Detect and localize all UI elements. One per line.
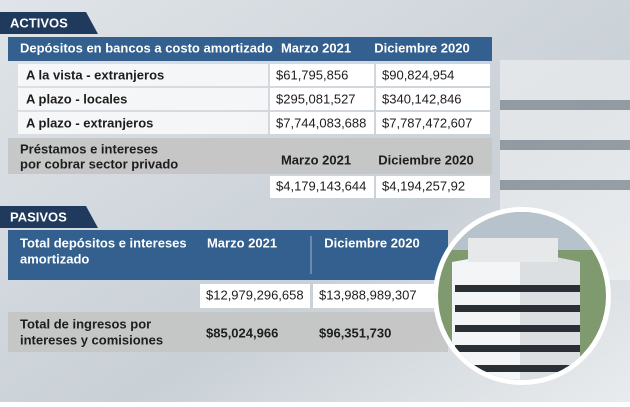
label-cell xyxy=(18,112,268,134)
header-label: Diciembre 2020 xyxy=(324,235,419,250)
value: $12,979,296,658 xyxy=(206,287,304,302)
header-label: Marzo 2021 xyxy=(207,235,277,250)
value-cell xyxy=(270,176,374,198)
value: $7,787,472,607 xyxy=(382,115,472,130)
header-bar xyxy=(8,37,492,61)
value: $4,179,143,644 xyxy=(276,178,366,193)
row-label: Préstamos e intereses xyxy=(20,141,158,156)
header-label: Marzo 2021 xyxy=(281,40,351,55)
header-label: Total depósitos e intereses xyxy=(20,235,187,250)
row-label: intereses y comisiones xyxy=(20,332,163,347)
value-cell xyxy=(270,88,374,110)
value-cell xyxy=(376,88,490,110)
row-label: A la vista - extranjeros xyxy=(26,67,164,82)
gray-block xyxy=(8,312,448,352)
value-cell xyxy=(376,176,490,198)
building-photo xyxy=(433,207,611,385)
section-tab xyxy=(0,12,98,34)
row-label: A plazo - locales xyxy=(26,91,127,106)
value: $7,744,083,688 xyxy=(276,115,366,130)
value-cell xyxy=(376,112,490,134)
value-cell xyxy=(270,64,374,86)
section-title: ACTIVOS xyxy=(10,15,68,30)
header-label: Diciembre 2020 xyxy=(374,40,469,55)
value: $90,824,954 xyxy=(382,67,454,82)
column-header: Marzo 2021 xyxy=(281,152,351,167)
value-cell xyxy=(376,64,490,86)
value: $4,194,257,92 xyxy=(382,178,465,193)
row-label: A plazo - extranjeros xyxy=(26,115,153,130)
value: $85,024,966 xyxy=(206,325,278,340)
value-cell xyxy=(270,112,374,134)
gray-block xyxy=(8,138,492,174)
label-cell xyxy=(18,64,268,86)
column-header: Diciembre 2020 xyxy=(378,152,473,167)
row-label: Total de ingresos por xyxy=(20,316,151,331)
row-label: por cobrar sector privado xyxy=(20,156,178,171)
value-cell xyxy=(313,284,437,308)
value-cell xyxy=(200,284,310,308)
section-tab xyxy=(0,206,98,228)
header-label: amortizado xyxy=(20,251,89,266)
label-cell xyxy=(18,88,268,110)
header-bar xyxy=(8,230,448,280)
header-label: Depósitos en bancos a costo amortizado xyxy=(20,40,273,55)
value: $295,081,527 xyxy=(276,91,356,106)
section-title: PASIVOS xyxy=(10,209,67,224)
value: $13,988,989,307 xyxy=(319,287,417,302)
value: $340,142,846 xyxy=(382,91,462,106)
value: $96,351,730 xyxy=(319,325,391,340)
value: $61,795,856 xyxy=(276,67,348,82)
